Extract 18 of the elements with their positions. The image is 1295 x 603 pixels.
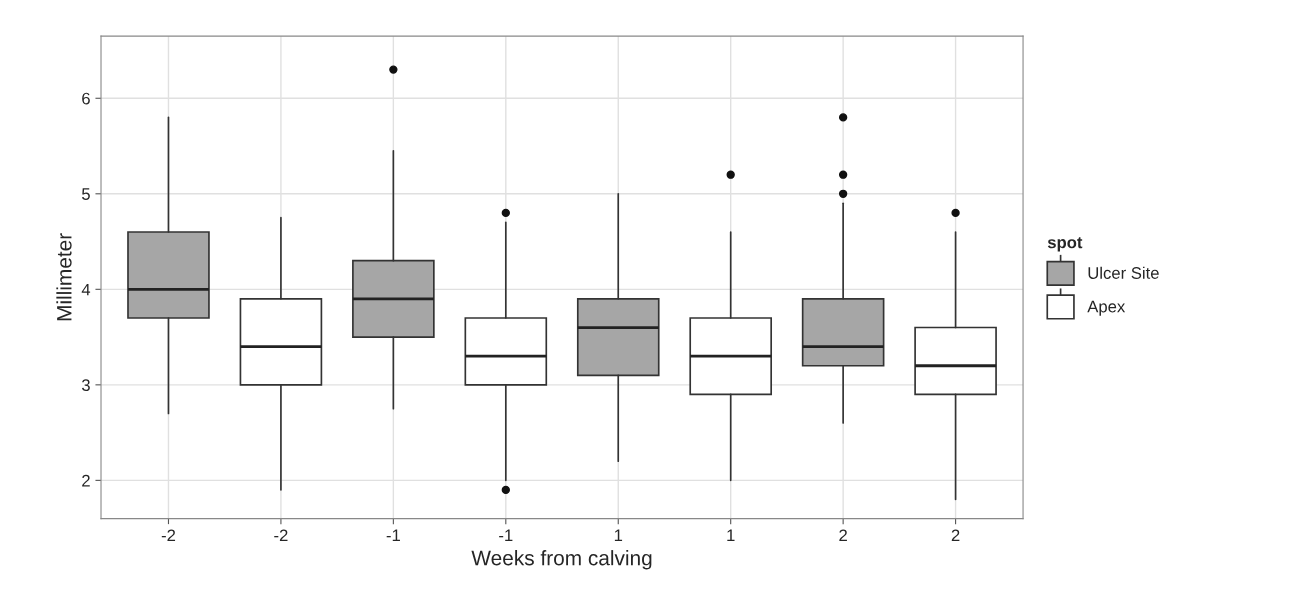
x-tick-label: 2 — [951, 529, 960, 542]
legend-label: Ulcer Site — [1088, 266, 1159, 279]
x-tick-label: 2 — [839, 529, 847, 542]
y-tick-label: 6 — [82, 92, 90, 105]
x-tick-label: -2 — [161, 529, 176, 542]
y-tick-label: 2 — [82, 474, 90, 487]
y-axis-title: Millimeter — [56, 233, 72, 321]
y-tick-label: 3 — [81, 379, 90, 392]
y-tick-label: 4 — [81, 283, 91, 296]
x-tick-label: -2 — [274, 529, 288, 542]
legend-label: Apex — [1087, 300, 1126, 316]
x-tick-label: 1 — [614, 529, 623, 542]
x-tick-label: 1 — [727, 529, 735, 542]
y-tick-label: 5 — [81, 188, 90, 200]
x-axis-title: Weeks from calving — [471, 550, 652, 570]
legend-title: spot — [1047, 237, 1083, 252]
x-tick-label: -1 — [499, 529, 513, 542]
x-tick-label: -1 — [386, 529, 400, 542]
